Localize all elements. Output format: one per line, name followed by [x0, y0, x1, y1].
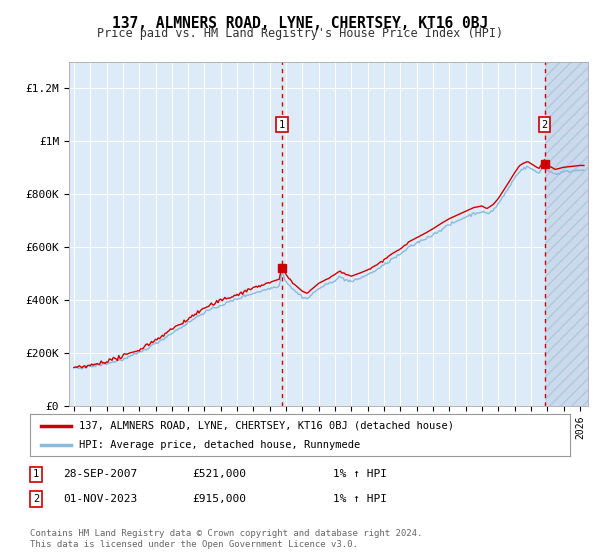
Text: £521,000: £521,000 — [192, 469, 246, 479]
Text: £915,000: £915,000 — [192, 494, 246, 504]
Text: 1% ↑ HPI: 1% ↑ HPI — [333, 494, 387, 504]
Text: 1: 1 — [279, 120, 285, 130]
Text: Price paid vs. HM Land Registry's House Price Index (HPI): Price paid vs. HM Land Registry's House … — [97, 27, 503, 40]
Text: 1% ↑ HPI: 1% ↑ HPI — [333, 469, 387, 479]
Bar — [545, 62, 588, 406]
Text: Contains HM Land Registry data © Crown copyright and database right 2024.
This d: Contains HM Land Registry data © Crown c… — [30, 529, 422, 549]
Text: 137, ALMNERS ROAD, LYNE, CHERTSEY, KT16 0BJ: 137, ALMNERS ROAD, LYNE, CHERTSEY, KT16 … — [112, 16, 488, 31]
Text: HPI: Average price, detached house, Runnymede: HPI: Average price, detached house, Runn… — [79, 440, 360, 450]
Text: 2: 2 — [541, 120, 548, 130]
Text: 28-SEP-2007: 28-SEP-2007 — [63, 469, 137, 479]
Text: 2: 2 — [33, 494, 39, 504]
Text: 137, ALMNERS ROAD, LYNE, CHERTSEY, KT16 0BJ (detached house): 137, ALMNERS ROAD, LYNE, CHERTSEY, KT16 … — [79, 421, 454, 431]
Text: 01-NOV-2023: 01-NOV-2023 — [63, 494, 137, 504]
Text: 1: 1 — [33, 469, 39, 479]
